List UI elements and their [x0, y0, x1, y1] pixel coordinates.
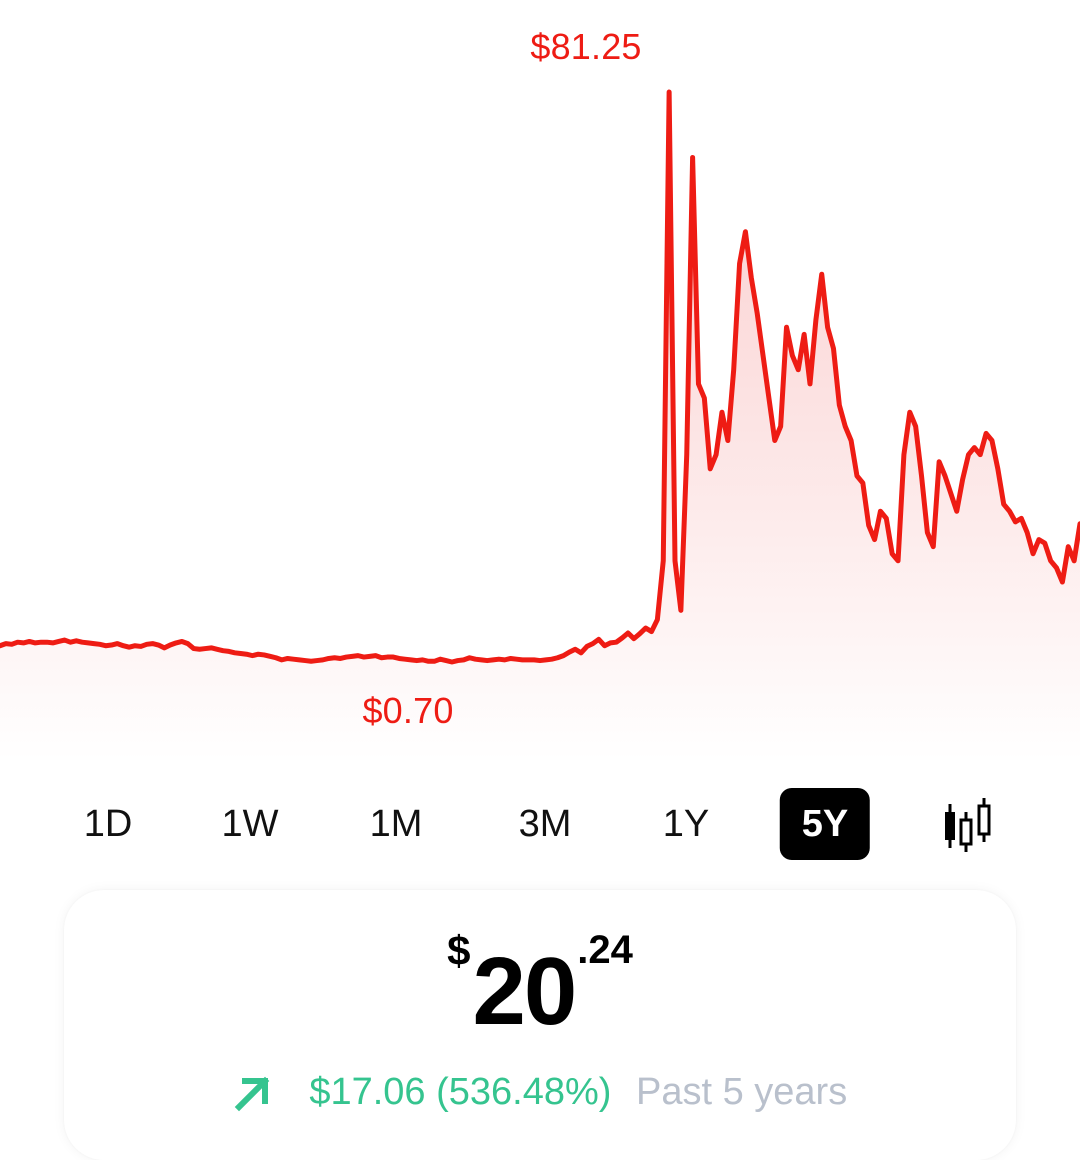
arrow-up-right-icon: [234, 1076, 270, 1112]
price-whole-part: 20: [472, 938, 577, 1045]
range-1d-button[interactable]: 1D: [83, 803, 133, 845]
chart-low-label: $0.70: [362, 690, 454, 731]
price-chart-svg[interactable]: [0, 0, 1080, 760]
price-change-value: $17.06 (536.48%): [309, 1071, 612, 1114]
price-change-row: $17.06 (536.48%) Past 5 years: [64, 1070, 1016, 1114]
range-1m-button[interactable]: 1M: [369, 803, 423, 845]
range-3m-button[interactable]: 3M: [518, 803, 572, 845]
time-range-selector: 1D 1W 1M 3M 1Y 5Y: [0, 788, 1080, 862]
range-1y-button[interactable]: 1Y: [662, 803, 710, 845]
price-chart[interactable]: $81.25 $0.70: [0, 0, 1080, 760]
price-line: [0, 89, 1080, 665]
price-summary-card: $20.24 $17.06 (536.48%) Past 5 years: [64, 890, 1016, 1160]
range-1w-button[interactable]: 1W: [221, 803, 279, 845]
candlestick-chart-icon[interactable]: [940, 794, 996, 854]
price-cents-part: .24: [577, 928, 633, 972]
range-5y-button[interactable]: 5Y: [779, 788, 871, 860]
chart-high-label: $81.25: [530, 26, 642, 67]
price-area-fill: [0, 92, 1080, 760]
current-price: $20.24: [64, 922, 1016, 1040]
price-currency-symbol: $: [447, 927, 471, 974]
price-change-period: Past 5 years: [636, 1071, 848, 1114]
